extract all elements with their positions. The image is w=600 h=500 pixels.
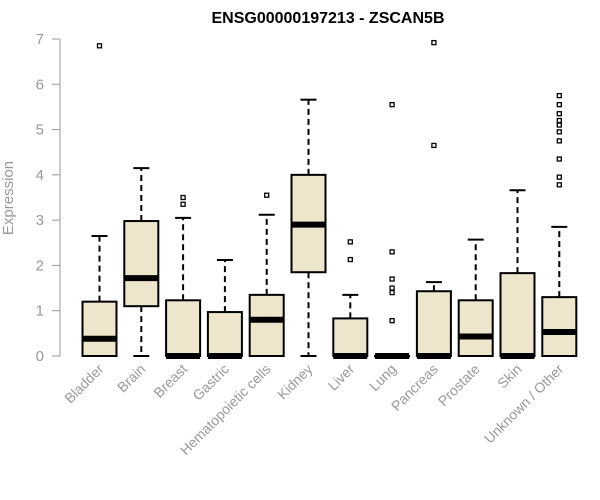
box-2 bbox=[165, 194, 202, 359]
outlier-point bbox=[389, 102, 395, 108]
outlier-point bbox=[556, 129, 562, 135]
x-category-label: Bladder bbox=[61, 361, 107, 407]
x-category-label: Breast bbox=[150, 361, 190, 401]
box-6 bbox=[332, 239, 369, 359]
outlier-point bbox=[347, 256, 353, 263]
chart-title: ENSG00000197213 - ZSCAN5B bbox=[211, 10, 444, 27]
x-category-label: Liver bbox=[325, 361, 358, 394]
y-tick-label: 5 bbox=[36, 122, 44, 139]
box-rect bbox=[206, 311, 243, 357]
outlier-point bbox=[389, 289, 395, 296]
y-tick-label: 0 bbox=[36, 348, 44, 365]
box-rect bbox=[81, 300, 118, 357]
box-rect bbox=[457, 299, 494, 358]
outlier-point bbox=[556, 182, 562, 188]
outlier-point bbox=[556, 92, 562, 99]
outlier-point bbox=[347, 239, 353, 245]
outlier-point bbox=[389, 318, 395, 324]
y-tick-label: 4 bbox=[36, 167, 44, 184]
outlier-point bbox=[389, 249, 395, 255]
box-rect bbox=[248, 293, 285, 358]
outlier-point bbox=[96, 43, 103, 49]
box-4 bbox=[248, 192, 285, 358]
box-rect bbox=[541, 296, 578, 357]
outlier-point bbox=[556, 102, 562, 108]
x-category-label: Unknown / Other bbox=[481, 361, 567, 447]
box-rect bbox=[499, 272, 536, 357]
box-rect bbox=[415, 290, 452, 357]
outlier-point bbox=[389, 285, 395, 291]
box-rect bbox=[165, 299, 202, 358]
y-tick-label: 2 bbox=[36, 257, 44, 274]
x-category-label: Brain bbox=[114, 361, 148, 395]
y-axis-label: Expression bbox=[0, 161, 17, 235]
outlier-point bbox=[431, 39, 437, 46]
x-category-label: Prostate bbox=[435, 361, 483, 409]
x-category-label: Kidney bbox=[274, 361, 316, 403]
y-tick-label: 7 bbox=[36, 31, 44, 48]
outlier-point bbox=[556, 122, 562, 128]
outlier-point bbox=[556, 156, 562, 162]
outlier-point bbox=[180, 194, 186, 201]
outlier-point bbox=[431, 142, 437, 149]
box-rect bbox=[123, 220, 160, 308]
box-1 bbox=[123, 167, 160, 357]
outlier-point bbox=[264, 192, 270, 198]
outlier-point bbox=[389, 276, 395, 282]
box-11 bbox=[541, 92, 578, 357]
box-group bbox=[81, 39, 578, 359]
box-7 bbox=[374, 102, 411, 359]
box-5 bbox=[290, 98, 327, 357]
y-tick-label: 3 bbox=[36, 212, 44, 229]
outlier-point bbox=[556, 138, 562, 144]
y-axis: 0 1 2 3 4 5 6 7 bbox=[36, 31, 61, 365]
x-category-label: Skin bbox=[494, 361, 525, 392]
y-tick-label: 1 bbox=[36, 303, 44, 320]
box-0 bbox=[81, 43, 118, 357]
box-3 bbox=[206, 258, 243, 359]
outlier-point bbox=[556, 174, 562, 180]
y-tick-label: 6 bbox=[36, 76, 44, 93]
box-rect bbox=[332, 317, 369, 358]
box-9 bbox=[457, 238, 494, 358]
outlier-point bbox=[180, 201, 186, 207]
outlier-point bbox=[556, 117, 562, 124]
box-8 bbox=[415, 39, 452, 359]
x-category-label: Lung bbox=[366, 361, 399, 394]
outlier-point bbox=[556, 111, 562, 117]
box-10 bbox=[499, 189, 536, 359]
